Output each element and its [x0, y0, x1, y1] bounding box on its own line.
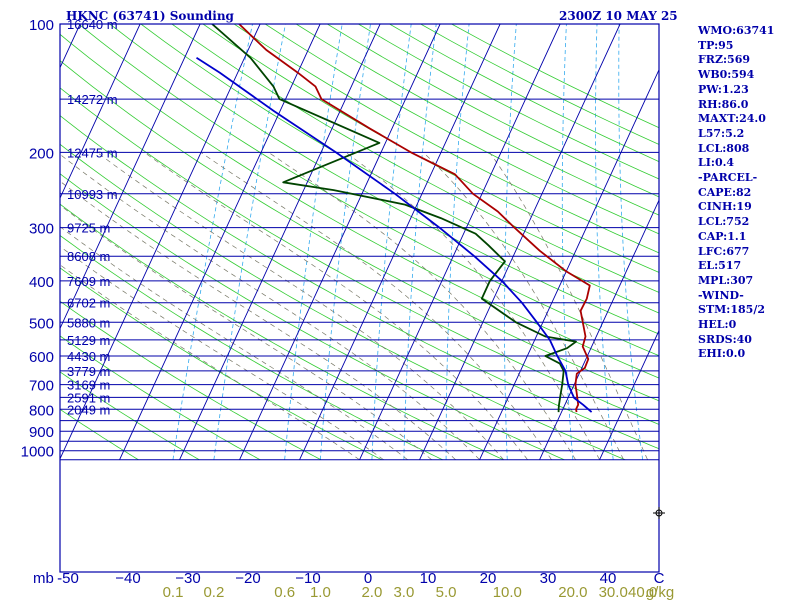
isotherm-line — [240, 24, 441, 460]
mixing-ratio-line — [562, 24, 573, 460]
height-label: 14272 m — [67, 92, 118, 107]
mixing-ratio-label: 0.6 — [274, 584, 295, 600]
isotherm-line — [120, 24, 321, 460]
height-label: 12475 m — [67, 145, 118, 160]
index-li: LI:0.4 — [698, 156, 798, 171]
parcel-section-header: -PARCEL- — [698, 171, 798, 186]
moist-adiabat-line — [269, 152, 576, 459]
mixing-ratio-label: 30.0 — [599, 584, 628, 600]
index-rh: RH:86.0 — [698, 98, 798, 113]
index-cap: CAP:1.1 — [698, 230, 798, 245]
mixing-ratio-label: 0.2 — [203, 584, 224, 600]
height-label: 9725 m — [67, 221, 110, 236]
index-lcl-parcel: LCL:752 — [698, 215, 798, 230]
index-tp: TP:95 — [698, 39, 798, 54]
index-lfc: LFC:677 — [698, 245, 798, 260]
height-label: 7609 m — [67, 274, 110, 289]
height-label: 6702 m — [67, 296, 110, 311]
dewpoint-line — [212, 24, 576, 412]
isotherm-line — [480, 24, 680, 460]
moist-adiabat-line — [490, 152, 648, 459]
mixing-ratio-line — [596, 24, 614, 460]
index-cape: CAPE:82 — [698, 186, 798, 201]
temperature-tick-label: 30 — [540, 570, 557, 587]
mixing-ratio-unit-label: g/kg — [646, 584, 674, 600]
index-stm: STM:185/2 — [698, 303, 798, 318]
station-title: HKNC (63741) Sounding — [66, 9, 234, 23]
index-maxt: MAXT:24.0 — [698, 112, 798, 127]
index-hel: HEL:0 — [698, 318, 798, 333]
moist-adiabat-line — [58, 152, 480, 459]
isotherm-line — [0, 24, 20, 460]
temperature-tick-label: -50 — [57, 570, 79, 587]
moist-adiabat-line — [97, 152, 503, 459]
wind-section-header: -WIND- — [698, 289, 798, 304]
pressure-tick-label: 800 — [29, 402, 54, 419]
moist-adiabat-line — [144, 152, 527, 459]
index-lcl-surface: LCL:808 — [698, 142, 798, 157]
pressure-tick-label: 600 — [29, 349, 54, 366]
mixing-ratio-label: 10.0 — [493, 584, 522, 600]
index-cinh: CINH:19 — [698, 200, 798, 215]
index-frz: FRZ:569 — [698, 53, 798, 68]
height-label: 5880 m — [67, 315, 110, 330]
pressure-unit-label: mb — [33, 570, 54, 587]
pressure-tick-label: 1000 — [21, 444, 54, 461]
mixing-ratio-line — [505, 24, 517, 460]
dry-adiabat-line — [110, 24, 800, 460]
temperature-tick-label: 10 — [420, 570, 437, 587]
dry-adiabat-line — [17, 24, 800, 460]
pressure-tick-label: 700 — [29, 378, 54, 395]
height-label: 8608 m — [67, 249, 110, 264]
mixing-ratio-line — [404, 24, 436, 460]
mixing-ratio-label: 0.1 — [163, 584, 184, 600]
index-mpl: MPL:307 — [698, 274, 798, 289]
index-wb0: WB0:594 — [698, 68, 798, 83]
pressure-tick-label: 500 — [29, 315, 54, 332]
height-label: 10993 m — [67, 187, 118, 202]
mixing-ratio-label: 1.0 — [310, 584, 331, 600]
profile-lines — [197, 24, 592, 412]
mixing-ratio-label: 3.0 — [393, 584, 414, 600]
index-wmo: WMO:63741 — [698, 24, 798, 39]
time-title: 2300Z 10 MAY 25 — [559, 9, 678, 23]
mixing-ratio-label: 2.0 — [361, 584, 382, 600]
pressure-tick-label: 900 — [29, 424, 54, 441]
pressure-tick-label: 200 — [29, 145, 54, 162]
pressure-tick-label: 300 — [29, 221, 54, 238]
background-grid — [0, 24, 800, 460]
height-label: 4430 m — [67, 349, 110, 364]
storm-motion-marker — [653, 507, 665, 519]
mixing-ratio-label: 20.0 — [558, 584, 587, 600]
pressure-tick-label: 100 — [29, 17, 54, 34]
index-el: EL:517 — [698, 259, 798, 274]
index-pw: PW:1.23 — [698, 83, 798, 98]
index-srds: SRDS:40 — [698, 333, 798, 348]
mixing-ratio-line — [173, 24, 253, 460]
temperature-tick-label: −40 — [115, 570, 140, 587]
index-ehi: EHI:0.0 — [698, 347, 798, 362]
height-label: 2049 m — [67, 402, 110, 417]
index-l57: L57:5.2 — [698, 127, 798, 142]
mixing-ratio-label: 5.0 — [436, 584, 457, 600]
mixing-ratio-line — [320, 24, 370, 460]
height-label: 5129 m — [67, 333, 110, 348]
mixing-ratio-line — [619, 24, 643, 460]
moist-adiabat-line — [0, 152, 384, 459]
pressure-tick-label: 400 — [29, 274, 54, 291]
moist-adiabat-line — [346, 152, 600, 459]
dry-adiabat-line — [0, 24, 382, 460]
temperature-tick-label: −20 — [235, 570, 260, 587]
